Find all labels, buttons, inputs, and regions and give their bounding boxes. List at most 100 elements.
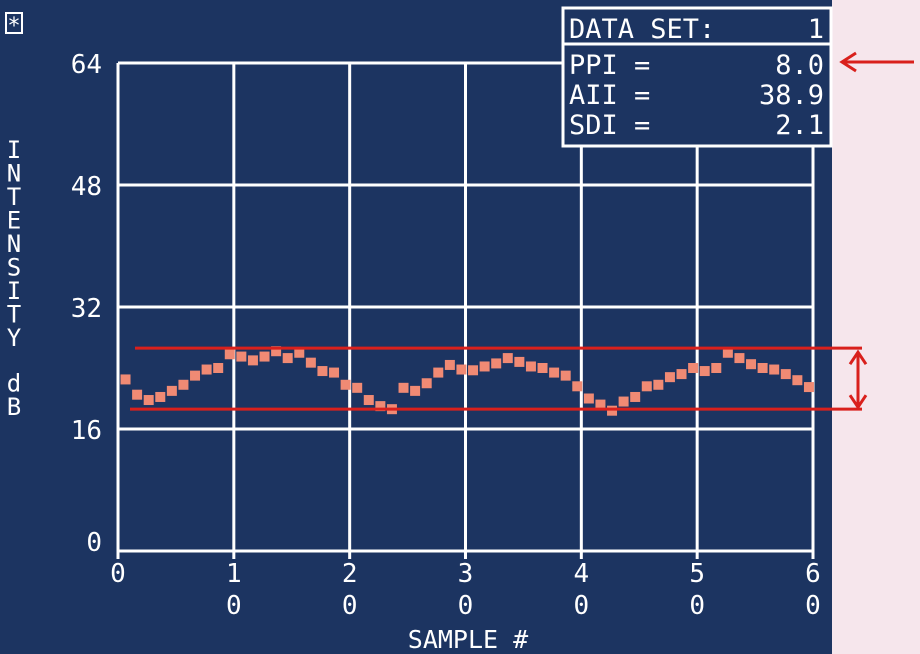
data-point-32: [491, 358, 502, 369]
data-point-54: [746, 359, 757, 370]
x-tick-label-3: 3: [458, 559, 474, 589]
x-tick-label-4-line2: 0: [574, 591, 590, 621]
band-range-arrowhead-down-icon: [848, 394, 868, 410]
x-tick-label-0: 0: [110, 559, 126, 589]
data-point-15: [294, 347, 305, 358]
info-row-value-0: 1: [808, 14, 824, 45]
data-point-14: [282, 353, 293, 364]
data-point-40: [583, 393, 594, 404]
x-axis-label: SAMPLE #: [408, 625, 528, 654]
data-point-58: [792, 375, 803, 386]
data-point-18: [329, 367, 340, 378]
data-point-0: [120, 374, 131, 385]
data-point-43: [618, 396, 629, 407]
info-box-frame: [561, 6, 833, 148]
data-point-9: [224, 349, 235, 360]
data-point-13: [271, 346, 282, 357]
y-tick-label-1: 16: [71, 416, 102, 446]
data-point-45: [641, 381, 652, 392]
data-point-16: [305, 357, 316, 368]
data-point-42: [607, 405, 618, 416]
info-row-label-1: PPI =: [569, 50, 650, 81]
data-point-46: [653, 379, 664, 390]
data-point-21: [363, 395, 374, 406]
ppi-arrowhead-icon: [839, 51, 857, 73]
data-point-38: [560, 370, 571, 381]
data-point-31: [479, 361, 490, 372]
info-row-value-1: 8.0: [775, 50, 824, 81]
info-row-value-3: 2.1: [775, 110, 824, 141]
data-point-11: [247, 355, 258, 366]
x-tick-label-6: 6: [805, 559, 821, 589]
data-point-30: [468, 365, 479, 376]
info-row-label-0: DATA SET:: [569, 14, 715, 45]
data-point-36: [537, 363, 548, 373]
data-point-41: [595, 399, 606, 410]
y-tick-labels: 0 16 32 48 64: [71, 50, 102, 558]
info-row-label-3: SDI =: [569, 110, 650, 141]
info-row-label-2: AII =: [569, 80, 650, 111]
data-point-48: [676, 369, 687, 380]
data-point-19: [340, 379, 351, 390]
data-point-35: [525, 361, 536, 372]
annotations: [130, 51, 914, 411]
x-tick-label-1-line2: 0: [226, 591, 242, 621]
data-point-2: [143, 395, 154, 406]
data-point-3: [155, 391, 166, 402]
data-point-57: [780, 369, 791, 380]
data-point-59: [803, 382, 814, 393]
data-point-53: [734, 353, 745, 364]
x-tick-label-6-line2: 0: [805, 591, 821, 621]
data-point-47: [664, 372, 675, 383]
data-point-25: [410, 385, 421, 396]
data-point-49: [688, 363, 699, 373]
y-tick-label-4: 64: [71, 50, 102, 80]
data-point-39: [572, 381, 583, 392]
data-point-55: [757, 363, 768, 373]
data-point-26: [421, 378, 432, 389]
x-tick-label-2-line2: 0: [342, 591, 358, 621]
data-point-34: [514, 356, 525, 367]
data-point-17: [317, 366, 328, 377]
corner-icon-box[interactable]: [5, 12, 23, 34]
data-point-50: [699, 366, 710, 377]
data-point-10: [236, 351, 247, 362]
data-point-51: [711, 363, 722, 373]
data-point-37: [549, 367, 560, 378]
info-box: DATA SET: 1 PPI = 8.0 AII = 38.9 SDI = 2.1: [561, 6, 833, 148]
data-point-29: [456, 364, 467, 375]
x-tick-label-2: 2: [342, 559, 358, 589]
data-point-7: [201, 364, 212, 375]
asterisk-icon[interactable]: *: [7, 14, 20, 39]
x-tick-label-5: 5: [689, 559, 705, 589]
y-tick-label-0: 0: [86, 528, 102, 558]
data-point-4: [166, 385, 177, 396]
data-point-24: [398, 382, 409, 393]
data-point-20: [352, 382, 363, 393]
info-row-value-2: 38.9: [759, 80, 824, 111]
data-point-12: [259, 351, 270, 362]
data-point-6: [190, 370, 201, 381]
x-tick-label-5-line2: 0: [689, 591, 705, 621]
data-point-56: [769, 364, 780, 375]
axes: [116, 551, 815, 559]
data-point-44: [630, 391, 641, 402]
data-point-1: [132, 389, 143, 400]
data-point-8: [213, 363, 224, 373]
x-tick-label-1: 1: [226, 559, 242, 589]
data-point-33: [502, 353, 513, 364]
data-point-27: [433, 367, 444, 378]
info-box-rows: DATA SET: 1 PPI = 8.0 AII = 38.9 SDI = 2.1: [569, 14, 824, 141]
y-tick-label-3: 48: [71, 172, 102, 202]
data-point-52: [722, 347, 733, 358]
band-range-arrowhead-up-icon: [848, 349, 868, 366]
data-point-22: [375, 401, 386, 412]
data-point-28: [444, 359, 455, 370]
x-tick-label-3-line2: 0: [458, 591, 474, 621]
x-tick-label-4: 4: [574, 559, 590, 589]
data-point-5: [178, 379, 189, 390]
y-tick-label-2: 32: [71, 294, 102, 324]
